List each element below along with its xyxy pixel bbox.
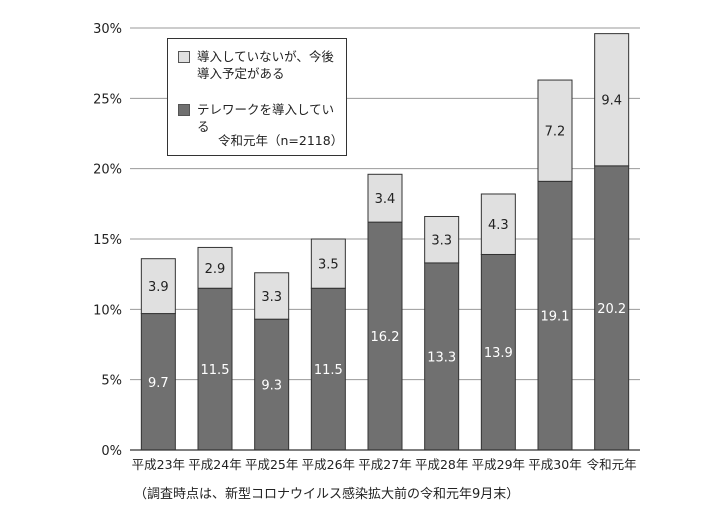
- data-label: 9.4: [601, 94, 622, 109]
- legend-swatch-introduced: [178, 104, 190, 116]
- bar-planned: [424, 215, 460, 264]
- bar-planned: [254, 272, 290, 320]
- bar-planned: [140, 258, 176, 315]
- bar-introduced: [254, 318, 290, 451]
- footnote: （調査時点は、新型コロナウイルス感染拡大前の令和元年9月末）: [134, 487, 520, 502]
- x-tick-label: 平成25年: [245, 457, 298, 472]
- y-tick-label: 10%: [93, 303, 122, 318]
- data-label: 13.9: [484, 346, 513, 361]
- bar-planned: [367, 173, 403, 223]
- data-label: 3.3: [261, 290, 282, 305]
- legend-item-planned: 導入していないが、今後 導入予定がある: [178, 48, 334, 82]
- bar-planned: [594, 33, 630, 167]
- y-tick-label: 30%: [93, 22, 122, 37]
- x-tick-label: 令和元年: [587, 457, 637, 472]
- y-tick-label: 20%: [93, 163, 122, 178]
- data-label: 11.5: [314, 363, 343, 378]
- y-tick-label: 25%: [93, 92, 122, 107]
- x-tick-label: 平成29年: [472, 457, 525, 472]
- x-tick-label: 平成23年: [132, 457, 185, 472]
- legend-note: 令和元年（n=2118）: [218, 133, 344, 148]
- x-tick-label: 平成26年: [302, 457, 355, 472]
- y-tick-label: 5%: [101, 374, 122, 389]
- data-label: 19.1: [541, 310, 570, 325]
- data-label: 2.9: [205, 262, 226, 277]
- bar-planned: [310, 238, 346, 289]
- y-tick-label: 15%: [93, 233, 122, 248]
- bar-introduced: [594, 165, 630, 451]
- data-label: 3.4: [375, 192, 396, 207]
- x-tick-label: 平成28年: [415, 457, 468, 472]
- data-label: 9.3: [261, 379, 282, 394]
- y-tick-label: 0%: [101, 444, 122, 459]
- legend-swatch-planned: [178, 51, 190, 63]
- x-tick-label: 平成24年: [188, 457, 241, 472]
- legend-item-introduced: テレワークを導入している: [178, 101, 346, 135]
- bar-introduced: [424, 262, 460, 451]
- data-label: 20.2: [597, 302, 626, 317]
- data-label: 4.3: [488, 218, 509, 233]
- bar-introduced: [537, 180, 573, 451]
- data-label: 16.2: [371, 330, 400, 345]
- bar-planned: [480, 193, 516, 255]
- data-label: 13.3: [427, 350, 456, 365]
- data-label: 3.3: [431, 234, 452, 249]
- legend: 導入していないが、今後 導入予定がある テレワークを導入している 令和元年（n=…: [167, 38, 347, 156]
- bar-planned: [197, 246, 233, 289]
- data-label: 3.9: [148, 280, 169, 295]
- bar-introduced: [480, 253, 516, 451]
- bar-introduced: [197, 287, 233, 451]
- bar-introduced: [310, 287, 346, 451]
- x-tick-label: 平成30年: [528, 457, 581, 472]
- legend-label-planned: 導入していないが、今後 導入予定がある: [197, 49, 334, 81]
- data-label: 7.2: [545, 125, 566, 140]
- legend-label-introduced: テレワークを導入している: [197, 102, 335, 134]
- bar-planned: [537, 79, 573, 182]
- data-label: 3.5: [318, 258, 339, 273]
- x-tick-label: 平成27年: [358, 457, 411, 472]
- data-label: 9.7: [148, 376, 169, 391]
- data-label: 11.5: [201, 363, 230, 378]
